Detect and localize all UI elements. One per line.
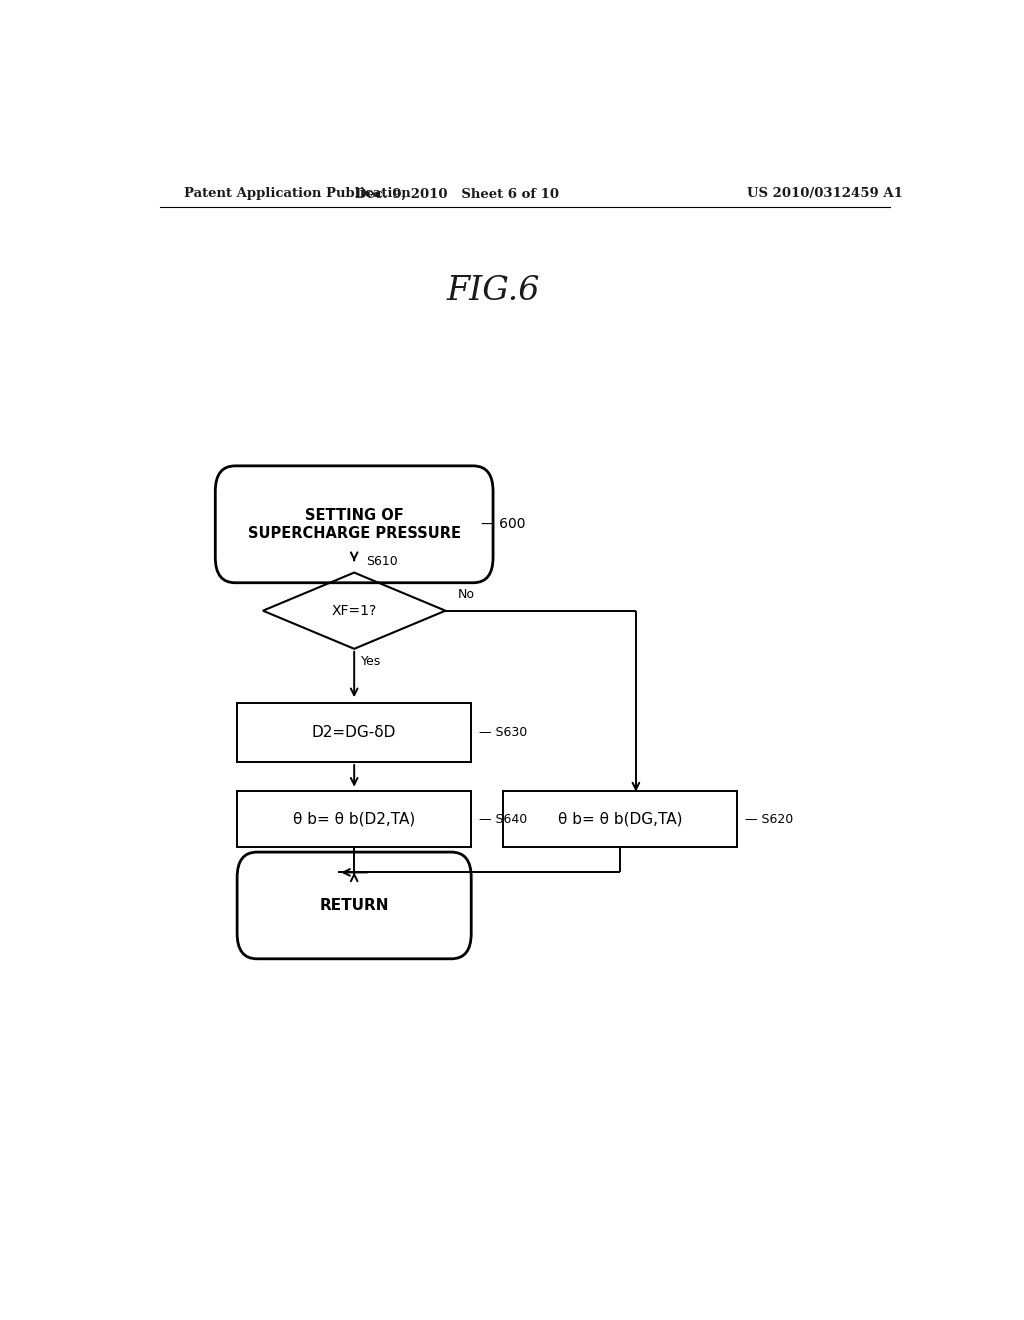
Text: No: No [458,587,474,601]
Text: — S620: — S620 [745,813,794,825]
Text: D2=DG-δD: D2=DG-δD [312,725,396,741]
Text: — S630: — S630 [479,726,527,739]
Text: FIG.6: FIG.6 [446,275,540,306]
Text: US 2010/0312459 A1: US 2010/0312459 A1 [748,187,903,201]
Text: — S640: — S640 [479,813,527,825]
Text: XF=1?: XF=1? [332,603,377,618]
Text: S610: S610 [367,554,398,568]
Bar [238,791,471,847]
Text: RETURN: RETURN [319,898,389,913]
Bar [503,791,737,847]
Bar [238,704,471,762]
Text: SETTING OF
SUPERCHARGE PRESSURE: SETTING OF SUPERCHARGE PRESSURE [248,508,461,540]
Text: Patent Application Publication: Patent Application Publication [183,187,411,201]
FancyBboxPatch shape [215,466,494,582]
FancyBboxPatch shape [238,853,471,958]
Text: θ b= θ b(DG,TA): θ b= θ b(DG,TA) [558,812,682,826]
Text: Dec. 9, 2010   Sheet 6 of 10: Dec. 9, 2010 Sheet 6 of 10 [355,187,559,201]
Text: — 600: — 600 [481,517,525,532]
Text: θ b= θ b(D2,TA): θ b= θ b(D2,TA) [293,812,416,826]
Text: Yes: Yes [360,655,381,668]
